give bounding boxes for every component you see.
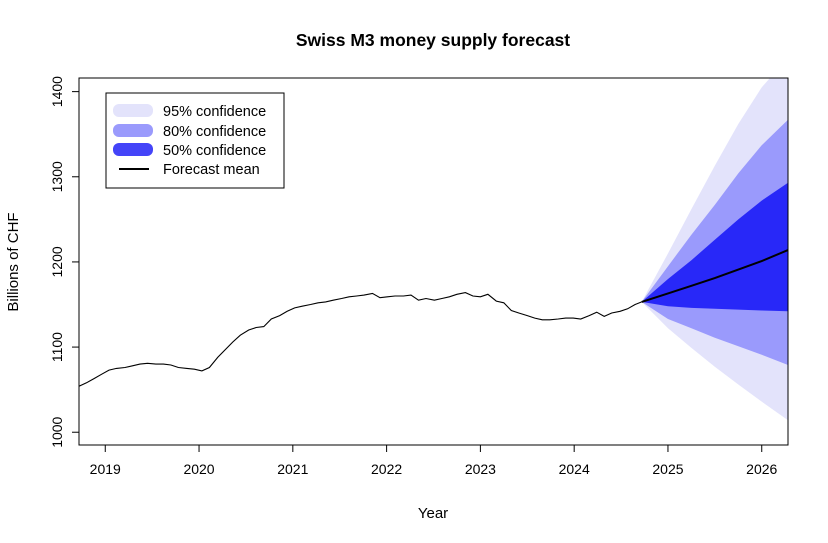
x-tick-label: 2021	[277, 461, 308, 477]
y-tick-label: 1300	[49, 161, 65, 192]
x-axis: 2019 2020 2021 2022 2023 2024 2025 2026	[90, 445, 778, 477]
x-tick-label: 2024	[559, 461, 590, 477]
x-tick-label: 2020	[183, 461, 214, 477]
legend-label-95: 95% confidence	[163, 104, 266, 120]
x-tick-label: 2026	[746, 461, 777, 477]
legend: 95% confidence 80% confidence 50% confid…	[105, 92, 285, 189]
x-axis-label: Year	[418, 505, 448, 522]
band-50	[641, 182, 788, 312]
legend-label-80: 80% confidence	[163, 124, 266, 140]
history-line	[79, 292, 642, 387]
y-tick-label: 1000	[49, 416, 65, 447]
x-tick-label: 2019	[90, 461, 121, 477]
data-lines	[79, 249, 788, 387]
chart-title: Swiss M3 money supply forecast	[296, 30, 570, 50]
legend-label-50: 50% confidence	[163, 143, 266, 159]
x-tick-label: 2022	[371, 461, 402, 477]
legend-swatch-80	[113, 124, 153, 137]
legend-label-mean: Forecast mean	[163, 162, 260, 178]
y-tick-label: 1200	[49, 246, 65, 277]
forecast-mean-line	[641, 249, 788, 303]
confidence-bands	[641, 78, 788, 421]
legend-swatch-50	[113, 143, 153, 156]
y-axis-label: Billions of CHF	[5, 212, 22, 311]
legend-swatch-95	[113, 104, 153, 117]
x-tick-label: 2023	[465, 461, 496, 477]
y-axis: 1000 1100 1200 1300 1400	[49, 76, 79, 448]
y-tick-label: 1100	[49, 332, 65, 362]
x-tick-label: 2025	[652, 461, 683, 477]
y-tick-label: 1400	[49, 76, 65, 107]
